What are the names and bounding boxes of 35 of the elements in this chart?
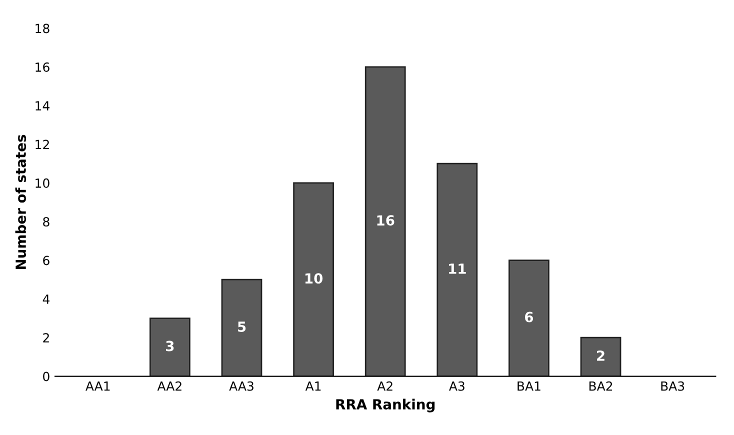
x-tick-label: BA1 — [518, 382, 540, 391]
x-tick-label: A3 — [449, 381, 464, 391]
x-tick-label: AA3 — [229, 381, 254, 391]
y-tick-label: 4 — [42, 294, 50, 304]
x-tick-label: A2 — [377, 381, 392, 391]
bar — [293, 182, 334, 376]
x-tick-label: BA3 — [661, 381, 684, 391]
x-tick-label: AA2 — [157, 381, 182, 391]
data-label: 16 — [377, 215, 394, 226]
y-tick-label: 18 — [36, 24, 50, 34]
data-label: 6 — [524, 312, 534, 322]
y-tick-label: 16 — [36, 62, 50, 72]
y-tick-label: 0 — [43, 372, 50, 382]
y-tick-label: 6 — [43, 256, 50, 266]
bar — [221, 278, 262, 376]
y-tick-label: 12 — [36, 140, 49, 150]
data-label: 3 — [166, 340, 174, 352]
x-tick-label: A1 — [305, 382, 321, 391]
x-tick-label: BA2 — [589, 381, 612, 391]
y-axis-title: Number of states — [15, 134, 26, 270]
bar — [364, 66, 406, 376]
data-label: 10 — [305, 273, 323, 284]
data-label: 11 — [449, 264, 466, 274]
x-axis-title: RRA Ranking — [336, 398, 435, 412]
bar — [580, 336, 622, 376]
y-tick-label: 10 — [36, 178, 50, 188]
data-label: 2 — [597, 350, 604, 361]
y-tick-label: 8 — [43, 217, 50, 227]
y-tick-label: 2 — [43, 333, 49, 342]
bar — [149, 318, 190, 376]
x-tick-label: AA1 — [86, 382, 110, 391]
data-label: 5 — [238, 322, 246, 332]
bar — [508, 260, 550, 376]
y-tick-label: 14 — [36, 101, 50, 110]
bar — [436, 162, 478, 376]
